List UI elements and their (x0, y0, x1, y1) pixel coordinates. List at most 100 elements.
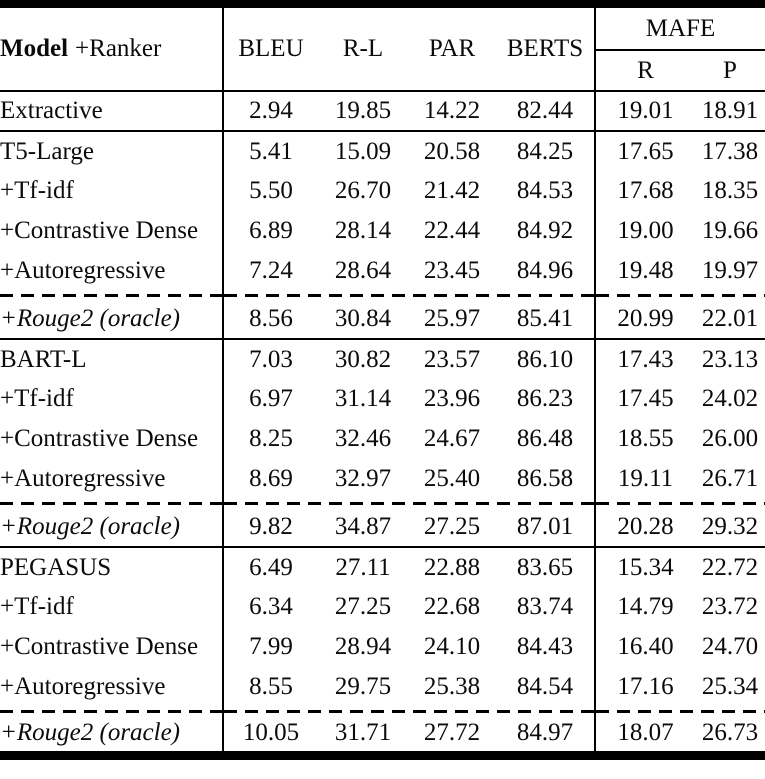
model-cell: Extractive (0, 97, 103, 124)
value-cell: 19.01 (594, 91, 695, 131)
dashed-separator-segment (594, 707, 765, 715)
table-row: Extractive 2.94 19.85 14.22 82.44 19.01 18.91 (0, 91, 765, 131)
value-cell: 32.97 (334, 465, 392, 492)
table-row: +Tf-idf 5.50 26.70 21.42 84.53 17.68 18.35 (0, 171, 765, 211)
value-cell: 86.48 (516, 425, 574, 452)
dashed-separator-segment (0, 291, 223, 299)
value-cell: 27.25 (334, 593, 392, 620)
value-cell: 8.55 (222, 667, 318, 707)
model-cell: +Contrastive Dense (0, 217, 199, 244)
table-section: BART-L 7.03 30.82 23.57 86.10 17.43 23.13 +Tf-i… (0, 339, 765, 547)
table-row: +Autoregressive 7.24 28.64 23.45 84.96 19.48 1… (0, 251, 765, 291)
value-cell: 20.58 (423, 137, 481, 165)
value-cell: 30.82 (334, 345, 392, 373)
header-model-label: Model (0, 35, 69, 62)
col-group-header-mafe: MAFE (594, 4, 765, 51)
value-cell: 17.45 (594, 379, 695, 419)
value-cell: 25.38 (423, 673, 481, 700)
table-header: Model +Ranker BLEU R-L PAR BERTS MAFE R P (0, 4, 765, 91)
value-cell: 25.97 (423, 304, 481, 332)
value-cell: 23.57 (423, 345, 481, 373)
table-section: T5-Large 5.41 15.09 20.58 84.25 17.65 17.38 +Tf… (0, 131, 765, 339)
col-header-berts: BERTS (506, 35, 584, 62)
model-cell: PEGASUS (0, 553, 112, 581)
value-cell: 83.74 (516, 593, 574, 620)
value-cell: 82.44 (516, 97, 574, 124)
model-cell: +Tf-idf (0, 177, 74, 204)
value-cell: 27.11 (335, 553, 391, 581)
value-cell: 17.16 (594, 667, 695, 707)
value-cell: 6.89 (222, 211, 318, 251)
dashed-separator-segment (222, 499, 595, 507)
value-cell: 5.50 (222, 171, 318, 211)
value-cell: 19.11 (594, 459, 695, 499)
table-row: BART-L 7.03 30.82 23.57 86.10 17.43 23.13 (0, 339, 765, 379)
table-row: +Tf-idf 6.97 31.14 23.96 86.23 17.45 24.02 (0, 379, 765, 419)
value-cell: 84.43 (516, 633, 574, 660)
value-cell: 7.99 (222, 627, 318, 667)
model-cell: +Rouge2 (oracle) (0, 512, 181, 540)
value-cell: 6.97 (222, 379, 318, 419)
header-row-top: Model +Ranker BLEU R-L PAR BERTS MAFE (0, 4, 765, 91)
value-cell: 29.75 (334, 673, 392, 700)
table-row: +Rouge2 (oracle) 8.56 30.84 25.97 85.41 20.99… (0, 299, 765, 339)
value-cell: 15.34 (594, 547, 695, 587)
header-ranker-label: +Ranker (75, 35, 162, 62)
col-header-mafe-p: P (723, 56, 737, 84)
value-cell: 25.34 (701, 673, 759, 700)
model-cell: +Autoregressive (0, 257, 166, 284)
value-cell: 85.41 (516, 304, 574, 332)
value-cell: 18.07 (594, 715, 695, 755)
value-cell: 34.87 (334, 512, 392, 540)
dashed-separator (0, 707, 765, 715)
value-cell: 28.94 (334, 633, 392, 660)
model-cell: +Rouge2 (oracle) (0, 718, 181, 746)
value-cell: 84.96 (516, 257, 574, 284)
table-row: +Autoregressive 8.55 29.75 25.38 84.54 17.16 2… (0, 667, 765, 707)
table-section: Extractive 2.94 19.85 14.22 82.44 19.01 18.91 (0, 91, 765, 131)
value-cell: 6.49 (222, 547, 318, 587)
value-cell: 7.24 (222, 251, 318, 291)
value-cell: 26.70 (334, 177, 392, 204)
table-row: +Rouge2 (oracle) 9.82 34.87 27.25 87.01 20.28… (0, 507, 765, 547)
value-cell: 28.14 (334, 217, 392, 244)
model-cell: +Contrastive Dense (0, 425, 199, 452)
value-cell: 8.56 (222, 299, 318, 339)
col-header-par: PAR (428, 35, 476, 62)
value-cell: 25.40 (423, 465, 481, 492)
value-cell: 23.45 (423, 257, 481, 284)
dashed-separator-segment (0, 499, 223, 507)
value-cell: 10.05 (222, 715, 318, 755)
value-cell: 24.02 (701, 385, 759, 412)
value-cell: 86.23 (516, 385, 574, 412)
dashed-separator-segment (594, 499, 765, 507)
col-header-mafe-r: R (594, 50, 695, 91)
value-cell: 14.22 (423, 97, 481, 124)
value-cell: 26.73 (701, 718, 759, 746)
value-cell: 16.40 (594, 627, 695, 667)
value-cell: 86.10 (516, 345, 574, 373)
model-cell: +Tf-idf (0, 385, 74, 412)
value-cell: 86.58 (516, 465, 574, 492)
value-cell: 8.25 (222, 419, 318, 459)
value-cell: 84.97 (516, 718, 574, 746)
value-cell: 19.85 (334, 97, 392, 124)
value-cell: 84.92 (516, 217, 574, 244)
model-cell: +Contrastive Dense (0, 633, 199, 660)
value-cell: 22.72 (701, 553, 759, 581)
value-cell: 28.64 (334, 257, 392, 284)
value-cell: 24.70 (701, 633, 759, 660)
value-cell: 22.88 (423, 553, 481, 581)
value-cell: 21.42 (423, 177, 481, 204)
value-cell: 23.13 (701, 345, 759, 373)
value-cell: 32.46 (334, 425, 392, 452)
value-cell: 9.82 (222, 507, 318, 547)
value-cell: 29.32 (701, 512, 759, 540)
table-row: T5-Large 5.41 15.09 20.58 84.25 17.65 17.38 (0, 131, 765, 171)
table-row: +Contrastive Dense 6.89 28.14 22.44 84.92 19.… (0, 211, 765, 251)
col-header-rl: R-L (342, 35, 384, 62)
value-cell: 19.97 (701, 257, 759, 284)
value-cell: 19.00 (594, 211, 695, 251)
value-cell: 24.10 (423, 633, 481, 660)
